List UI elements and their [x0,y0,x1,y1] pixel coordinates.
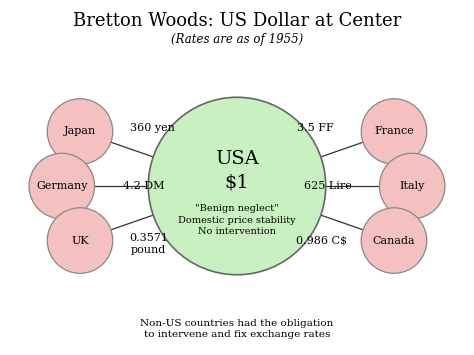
Text: Italy: Italy [400,181,425,191]
Text: 0.3571
pound: 0.3571 pound [129,233,168,255]
Text: Non-US countries had the obligation
to intervene and fix exchange rates: Non-US countries had the obligation to i… [140,318,334,339]
Ellipse shape [148,97,326,275]
Text: 4.2 DM: 4.2 DM [123,181,164,191]
Ellipse shape [47,208,113,273]
Text: Germany: Germany [36,181,88,191]
Ellipse shape [29,153,95,219]
Text: USA: USA [215,150,259,168]
Text: France: France [374,126,414,136]
Text: 360 yen: 360 yen [130,123,175,133]
Text: 0.986 C$: 0.986 C$ [296,236,347,246]
Text: Japan: Japan [64,126,96,136]
Text: $1: $1 [225,174,249,192]
Ellipse shape [361,208,427,273]
Text: Bretton Woods: US Dollar at Center: Bretton Woods: US Dollar at Center [73,12,401,30]
Ellipse shape [361,99,427,164]
Text: 625 Lire: 625 Lire [304,181,352,191]
Text: 3.5 FF: 3.5 FF [297,123,334,133]
Ellipse shape [47,99,113,164]
Text: "Benign neglect"
Domestic price stability
No intervention: "Benign neglect" Domestic price stabilit… [178,204,296,236]
Text: UK: UK [71,236,89,246]
Ellipse shape [379,153,445,219]
Text: (Rates are as of 1955): (Rates are as of 1955) [171,33,303,46]
Text: Canada: Canada [373,236,415,246]
